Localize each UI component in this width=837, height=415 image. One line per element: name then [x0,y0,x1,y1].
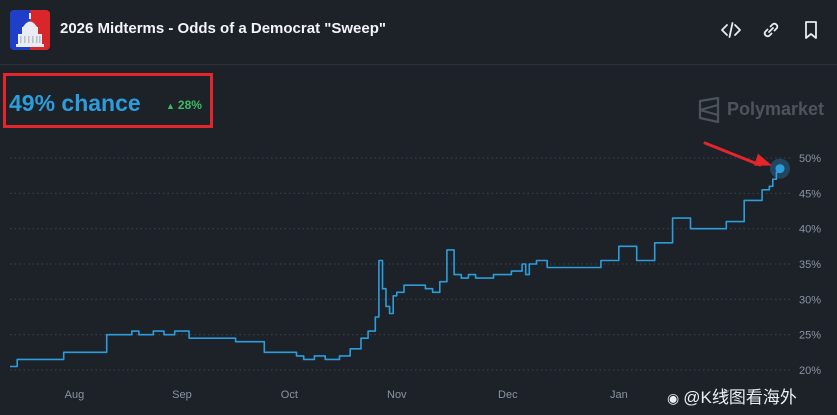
y-tick-label: 35% [799,259,821,271]
x-tick-label: Jan [610,389,628,401]
change-value: 28% [177,98,202,112]
y-tick-label: 40% [799,224,821,236]
y-tick-label: 25% [799,330,821,342]
brand-name: Polymarket [727,99,825,119]
link-icon[interactable] [760,19,782,41]
y-tick-label: 30% [799,294,821,306]
market-thumbnail[interactable] [10,10,50,50]
x-tick-label: F [723,389,730,401]
up-triangle-icon: ▲ [166,101,175,111]
latest-point [775,164,785,174]
x-tick-label: Aug [65,389,85,401]
y-tick-label: 50% [799,153,821,165]
code-icon[interactable] [720,19,742,41]
annotation-arrow-head [754,153,772,166]
capitol-icon [16,13,44,47]
change-indicator: ▲ 28% [166,98,202,112]
market-title: 2026 Midterms - Odds of a Democrat "Swee… [60,20,386,37]
weibo-icon: ◉ [667,390,680,406]
x-tick-label: Dec [498,389,518,401]
watermark: ◉ @K线图看海外 [667,383,797,408]
y-tick-label: 20% [799,365,821,377]
series-line [10,168,781,368]
polymarket-logo: Polymarket [697,96,824,124]
bookmark-icon[interactable] [800,19,822,41]
header-divider [0,64,837,65]
header: 2026 Midterms - Odds of a Democrat "Swee… [0,0,837,64]
x-tick-label: Oct [281,389,298,401]
x-tick-label: Sep [172,389,192,401]
odds-line-chart[interactable]: 20% 25% 30% 35% 40% 45% 50% Aug Sep Oct Nov Dec Jan F [0,140,837,415]
polymarket-icon [698,96,720,124]
chance-value: 49% chance [9,90,141,116]
y-tick-label: 45% [799,188,821,200]
watermark-text: @K线图看海外 [683,388,797,407]
highlight-box [3,73,213,128]
annotation-arrow-shaft [703,141,762,167]
x-tick-label: Nov [387,389,407,401]
